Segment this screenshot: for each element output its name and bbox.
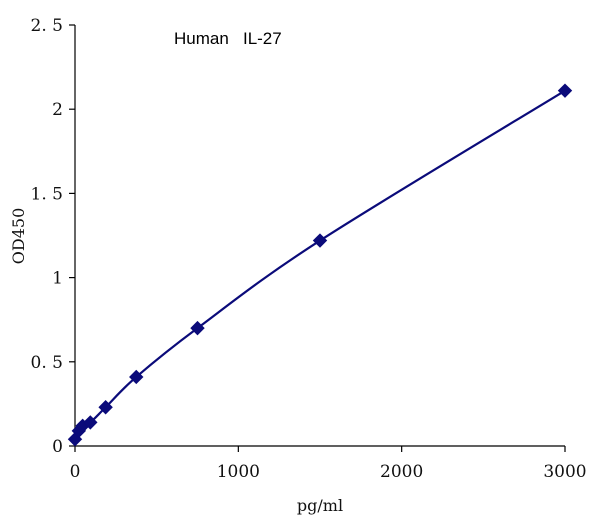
tick-labels: 0 1000 2000 3000 0 0. 5 1 1. 5 2 2. 5 xyxy=(31,16,587,482)
y-tick-label: 1. 5 xyxy=(31,184,63,204)
data-point-diamond xyxy=(190,320,205,336)
x-tick-label: 3000 xyxy=(543,462,586,482)
tick-marks xyxy=(69,24,566,452)
y-tick-label: 2. 5 xyxy=(31,16,63,36)
axes xyxy=(74,25,565,447)
data-point-diamond xyxy=(557,83,573,98)
data-point-diamond xyxy=(129,369,144,385)
data-point-diamond xyxy=(312,233,328,248)
x-tick-label: 0 xyxy=(70,462,81,482)
chart-title: Human IL-27 xyxy=(174,29,282,48)
y-tick-label: 0. 5 xyxy=(31,353,63,373)
x-tick-label: 1000 xyxy=(217,462,260,482)
y-tick-label: 0 xyxy=(52,437,63,457)
x-axis-title: pg/ml xyxy=(297,496,343,515)
y-tick-label: 2 xyxy=(52,100,63,120)
data-points xyxy=(67,83,573,447)
fit-curve xyxy=(73,89,566,440)
y-tick-label: 1 xyxy=(52,269,63,289)
data-point-diamond xyxy=(83,415,98,430)
y-axis-title: OD450 xyxy=(9,208,28,264)
data-point-diamond xyxy=(98,400,113,415)
x-tick-label: 2000 xyxy=(380,462,423,482)
